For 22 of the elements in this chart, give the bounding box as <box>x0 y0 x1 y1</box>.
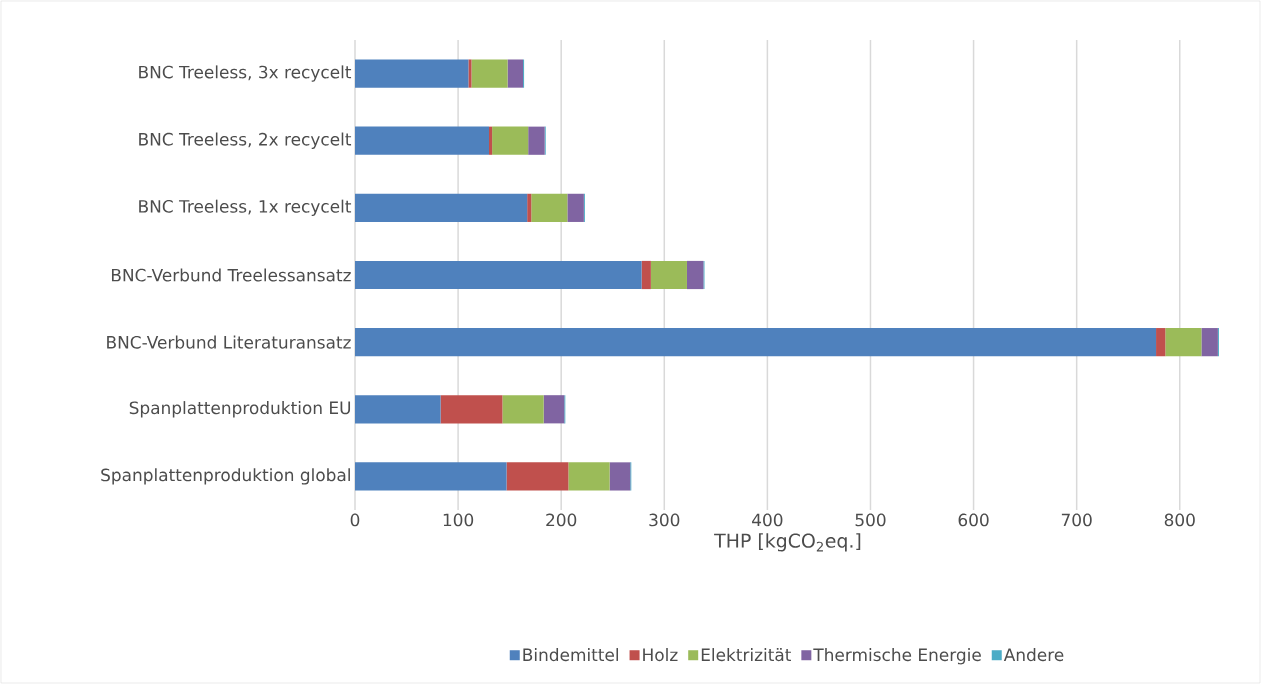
x-tick-label: 600 <box>958 513 989 527</box>
x-tick-label: 200 <box>546 513 577 527</box>
x-tick-label: 400 <box>752 513 783 527</box>
y-tick-label: BNC Treeless, 2x recycelt <box>139 132 352 149</box>
x-tick-label: 100 <box>443 513 474 527</box>
y-tick-label: Spanplattenproduktion global <box>101 468 350 485</box>
x-tick-label: 300 <box>649 513 680 527</box>
y-tick-label: BNC-Verbund Treelessansatz <box>111 268 351 282</box>
legend-label: Bindemittel <box>523 648 619 662</box>
y-tick-label: Spanplattenproduktion EU <box>129 401 351 418</box>
x-tick-label: 500 <box>855 513 886 527</box>
legend-label: Elektrizität <box>701 648 791 662</box>
x-tick-label: 800 <box>1164 513 1195 527</box>
x-tick-label: 0 <box>350 513 360 527</box>
legend-label: Andere <box>1003 648 1064 662</box>
y-tick-label: BNC Treeless, 3x recycelt <box>139 65 352 82</box>
x-tick-label: 700 <box>1061 513 1092 527</box>
legend-label: Holz <box>643 648 678 662</box>
legend-label: Thermische Energie <box>813 648 981 665</box>
x-axis-title: THP [kgCO$_{2}$eq.] <box>714 533 861 552</box>
y-tick-label: BNC-Verbund Literaturansatz <box>107 335 351 349</box>
y-tick-label: BNC Treeless, 1x recycelt <box>139 199 352 217</box>
